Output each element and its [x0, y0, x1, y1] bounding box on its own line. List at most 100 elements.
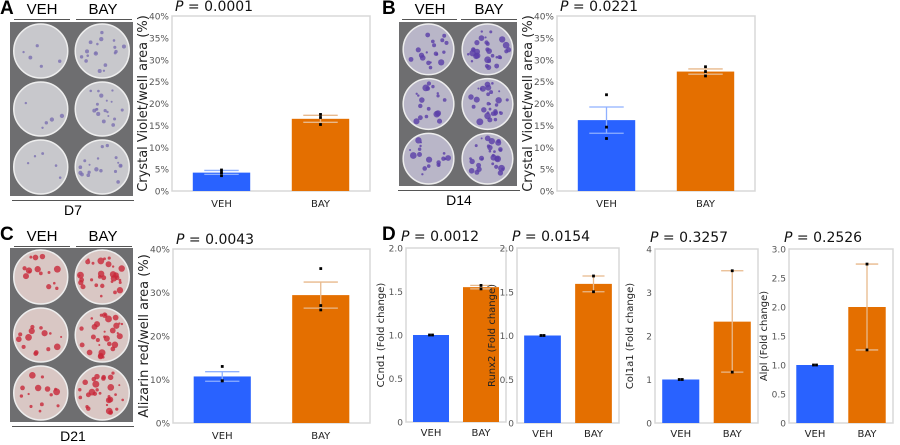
- colony: [490, 53, 495, 58]
- colony: [438, 59, 445, 66]
- colony: [506, 47, 512, 53]
- colony: [85, 405, 89, 409]
- well: [461, 132, 514, 185]
- colony: [53, 265, 61, 273]
- colony: [118, 384, 121, 387]
- y-tick-label: 1.0: [500, 332, 515, 342]
- colony: [54, 387, 58, 391]
- data-point: [730, 269, 734, 273]
- colony: [474, 144, 478, 148]
- well: [74, 139, 130, 195]
- colony: [438, 164, 441, 167]
- photo-label-veh-b: VEH: [414, 1, 446, 18]
- colony: [32, 254, 39, 261]
- bar-veh: [796, 365, 834, 423]
- colony: [58, 59, 62, 63]
- colony: [419, 141, 423, 144]
- colony: [79, 342, 85, 348]
- colony: [430, 39, 435, 44]
- colony: [114, 275, 120, 281]
- colony: [29, 404, 33, 409]
- colony: [53, 343, 61, 351]
- colony: [444, 40, 449, 45]
- colony: [489, 90, 494, 95]
- x-tick-label-veh: VEH: [670, 429, 691, 440]
- colony: [436, 94, 440, 98]
- plate-photo-c: [10, 248, 133, 422]
- colony: [111, 371, 115, 375]
- plate-background: [10, 22, 133, 196]
- colony: [99, 294, 103, 298]
- colony: [415, 92, 418, 95]
- colony: [94, 52, 97, 55]
- colony: [116, 333, 123, 340]
- colony: [426, 164, 431, 168]
- colony: [418, 52, 425, 58]
- data-point: [220, 168, 223, 172]
- bar-veh: [577, 120, 636, 191]
- y-tick-label: 0.5: [389, 375, 403, 385]
- well: [74, 307, 130, 363]
- x-tick-label-veh: VEH: [596, 199, 617, 210]
- colony: [417, 152, 422, 157]
- colony: [113, 322, 120, 329]
- colony: [99, 169, 103, 173]
- colony: [428, 65, 433, 70]
- data-point: [479, 287, 483, 291]
- p-symbol: P: [175, 0, 184, 15]
- data-point: [680, 378, 684, 381]
- y-tick-label: 0%: [155, 188, 170, 198]
- data-point: [319, 116, 322, 119]
- p-value-label: P = 0.0154: [512, 229, 590, 245]
- data-point: [605, 93, 608, 97]
- colony: [111, 89, 114, 92]
- colony: [466, 52, 470, 56]
- bar-bay: [848, 307, 886, 423]
- colony: [121, 398, 125, 402]
- data-point: [605, 137, 608, 140]
- colony: [118, 163, 123, 168]
- photo-label-bay-b: BAY: [474, 1, 504, 18]
- colony: [112, 314, 119, 321]
- colony: [441, 156, 446, 161]
- colony: [33, 155, 37, 158]
- colony: [114, 49, 118, 54]
- y-tick-label: 0: [780, 420, 786, 430]
- chart-d4: 0 0.5 1.0 1.5 2.0 2.5 3.0 Alpl (Fold change) P =…: [759, 230, 894, 440]
- colony: [107, 384, 115, 391]
- well: [13, 23, 69, 79]
- colony: [419, 55, 426, 61]
- colony: [107, 396, 114, 403]
- colony: [86, 349, 93, 356]
- data-point: [220, 365, 224, 368]
- colony: [487, 58, 492, 63]
- colony: [27, 392, 30, 396]
- y-tick-label: 2.0: [772, 304, 787, 314]
- p-value-label: P = 0.0043: [176, 232, 254, 248]
- colony: [77, 271, 84, 279]
- colony: [107, 341, 112, 347]
- data-point: [220, 379, 224, 383]
- colony: [87, 258, 90, 261]
- chart-d1: 0 0.5 1.0 1.5 2.0 CCnd1 (Fold change) P = 0.00…: [376, 229, 507, 439]
- colony: [480, 30, 483, 33]
- bar-veh: [192, 172, 251, 191]
- y-tick-label: 25%: [534, 78, 554, 88]
- bar-veh: [524, 335, 561, 423]
- colony: [28, 270, 31, 274]
- colony: [486, 48, 492, 54]
- colony: [33, 351, 39, 356]
- bar-bay: [292, 295, 350, 423]
- p-value-label: P = 0.0221: [560, 0, 638, 15]
- colony: [113, 290, 117, 295]
- p-value-label: P = 0.2526: [784, 230, 862, 246]
- colony: [473, 96, 480, 103]
- colony: [115, 407, 119, 411]
- y-tick-label: 3: [646, 289, 652, 299]
- colony: [97, 257, 105, 265]
- colony: [39, 64, 43, 68]
- colony: [120, 322, 124, 326]
- p-symbol: P: [560, 0, 569, 15]
- colony: [110, 275, 118, 282]
- colony: [445, 155, 452, 161]
